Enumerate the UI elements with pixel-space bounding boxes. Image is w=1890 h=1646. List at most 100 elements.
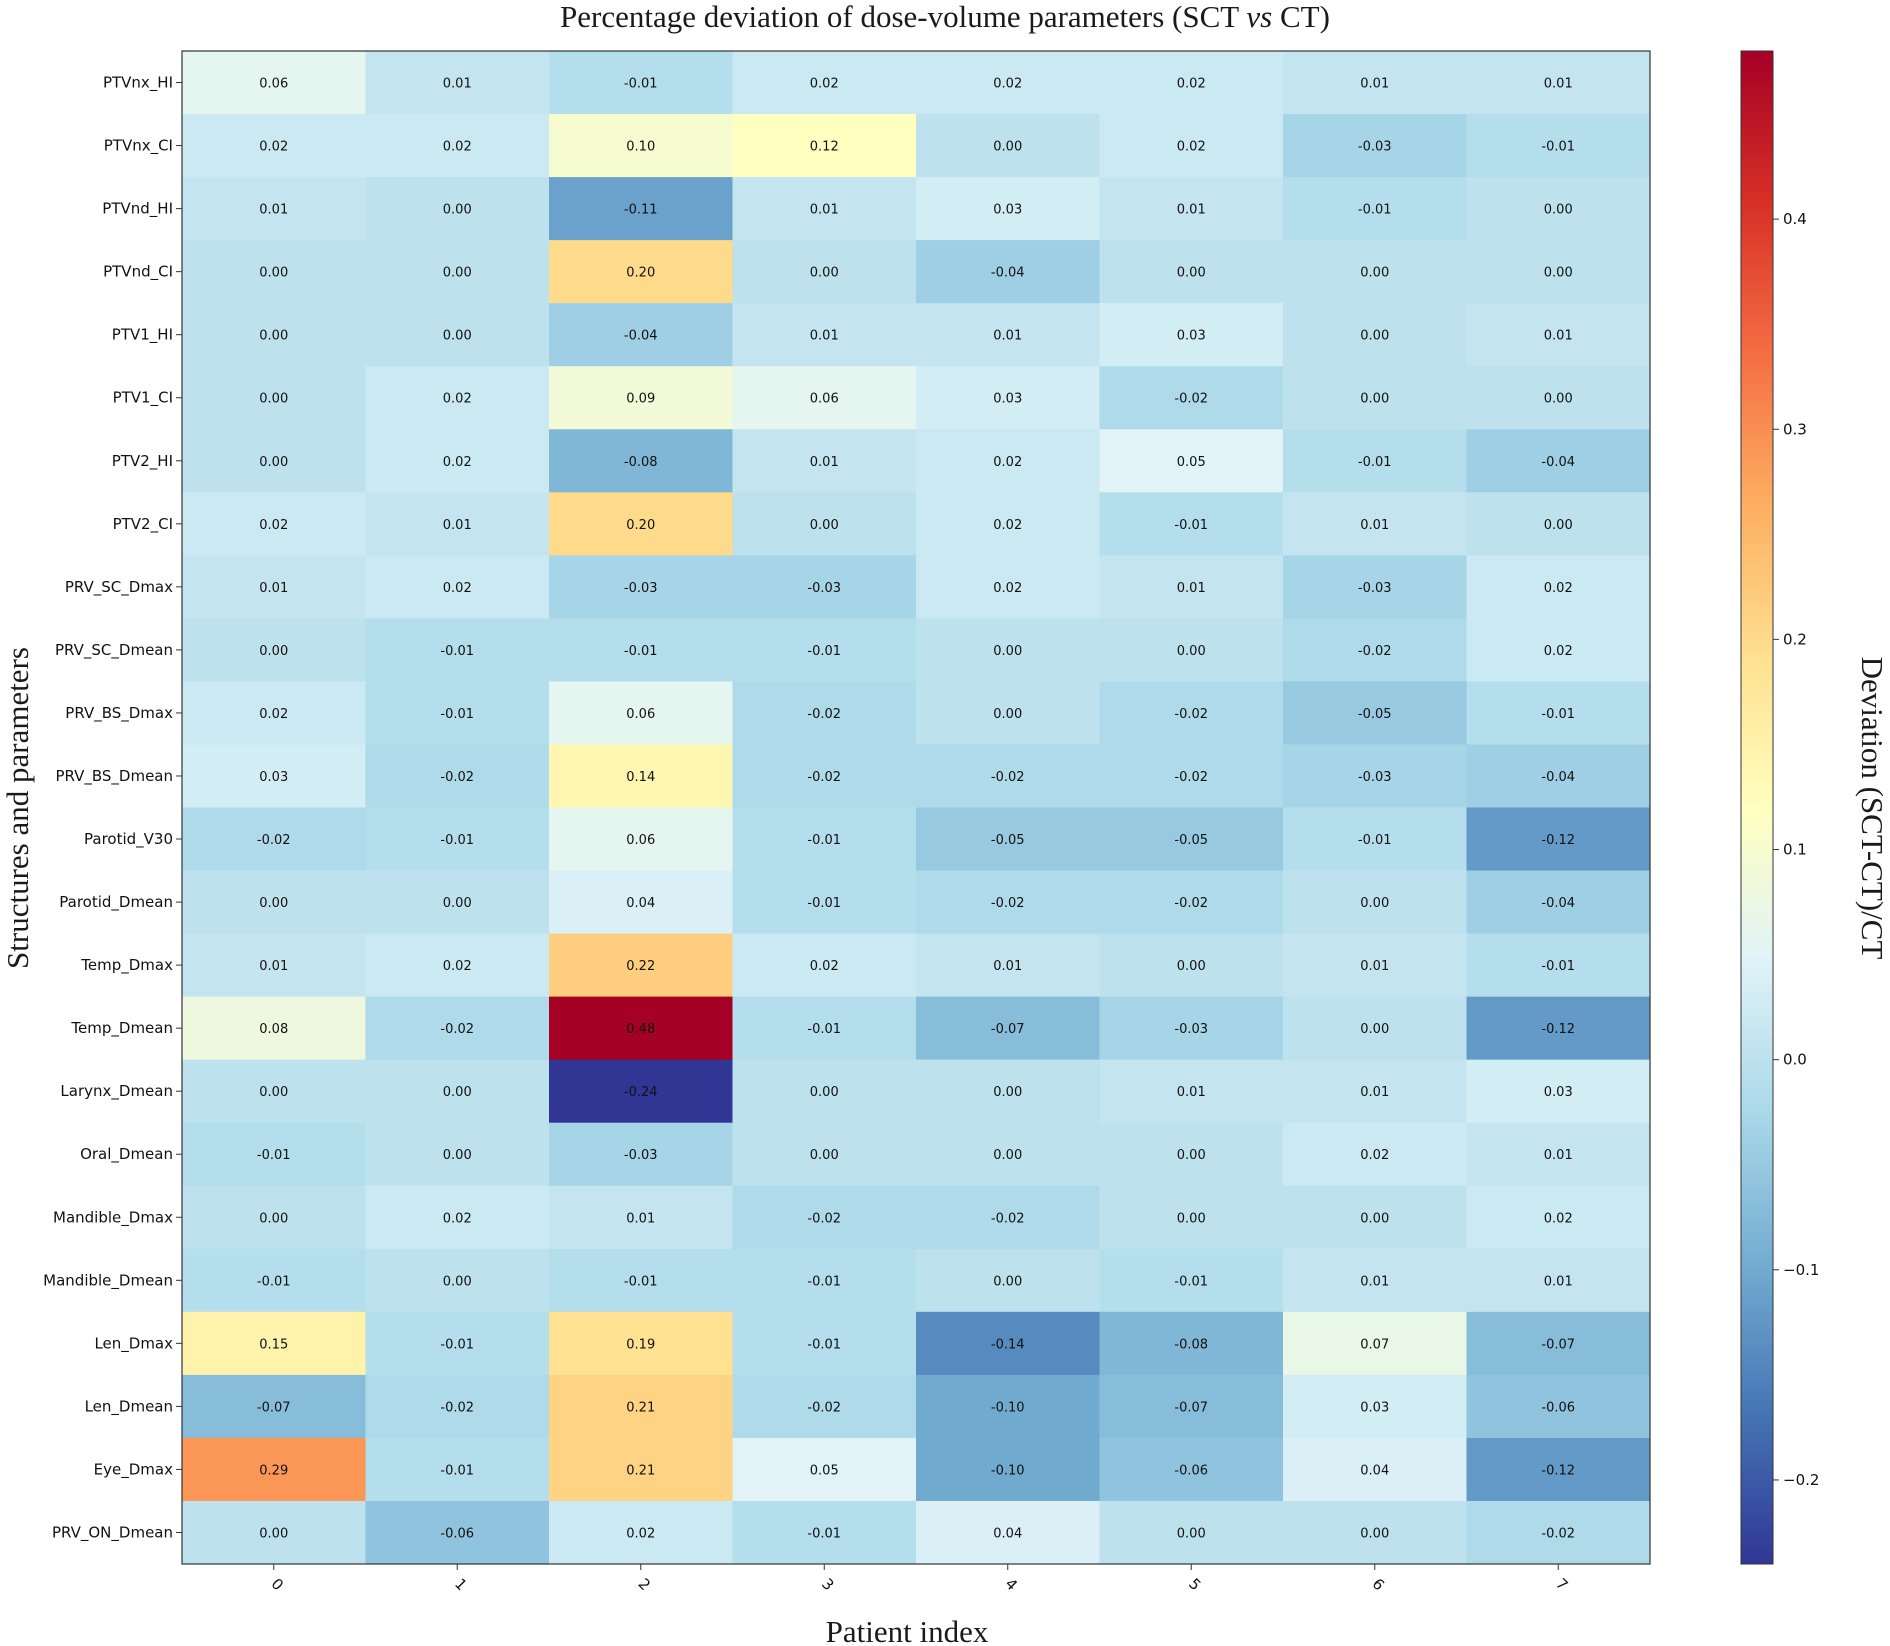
cell-value-label: -0.03 [1358, 770, 1392, 785]
cell-value-label: -0.24 [624, 1085, 658, 1100]
cell-value-label: 0.00 [993, 707, 1022, 722]
cell-value-label: 0.09 [626, 392, 655, 407]
heatmap-cell [1283, 681, 1467, 745]
cell-value-label: -0.01 [807, 1022, 841, 1037]
plot-frame [181, 50, 1651, 1565]
cell-value-label: 0.02 [1360, 1148, 1389, 1163]
heatmap-cell [182, 807, 366, 872]
heatmap-cell [732, 1248, 917, 1313]
cell-value-label: -0.01 [807, 1337, 841, 1352]
cell-value-label: -0.04 [1541, 770, 1575, 785]
heatmap-cell [549, 240, 733, 304]
x-tick-label: 2 [635, 1575, 654, 1594]
heatmap-cell [365, 1059, 550, 1124]
cell-value-label: -0.04 [624, 329, 658, 344]
heatmap-cell [365, 744, 550, 808]
cell-value-label: -0.02 [991, 1211, 1025, 1226]
heatmap-cell [182, 996, 366, 1061]
cell-value-label: 0.00 [1360, 896, 1389, 911]
heatmap-cell [1283, 492, 1467, 556]
cell-value-label: 0.03 [1177, 329, 1206, 344]
heatmap-cell [732, 303, 917, 367]
y-tick-label: PTV1_CI [113, 389, 173, 408]
heatmap-cell [1466, 492, 1651, 556]
heatmap-cell [1283, 177, 1467, 241]
heatmap-cell [732, 1185, 917, 1250]
heatmap-cell [549, 744, 733, 808]
cell-value-label: -0.01 [807, 833, 841, 848]
cell-value-label: 0.01 [443, 518, 472, 533]
heatmap-cell [916, 1500, 1100, 1565]
cell-value-label: 0.01 [993, 329, 1022, 344]
heatmap-cell [1099, 1248, 1284, 1313]
heatmap-cell [1466, 177, 1651, 241]
heatmap-cell [1283, 870, 1467, 935]
heatmap-cell [732, 870, 917, 935]
y-tick-label: PTV2_HI [112, 452, 173, 471]
heatmap-cell [1099, 1059, 1284, 1124]
heatmap-cell [549, 681, 733, 745]
cell-value-label: -0.12 [1541, 833, 1575, 848]
cell-value-label: 0.02 [1544, 644, 1573, 659]
cell-value-label: 0.00 [993, 644, 1022, 659]
heatmap-cell [365, 177, 550, 241]
cell-value-label: -0.02 [1174, 770, 1208, 785]
heatmap-cell [1099, 177, 1284, 241]
heatmap-cell [549, 996, 733, 1061]
cell-value-label: -0.06 [440, 1526, 474, 1541]
colorbar-ticks: −0.2 −0.1 0.0 0.1 0.2 0.3 0.4 [1773, 210, 1819, 1489]
x-axis-ticks: 0 1 2 3 4 5 6 7 [268, 1564, 1572, 1594]
heatmap-cells [182, 51, 1651, 1565]
cell-value-label: 0.00 [259, 392, 288, 407]
y-tick-label: PTVnx_HI [103, 74, 173, 93]
heatmap-cell [1099, 429, 1284, 493]
cell-value-label: 0.03 [1360, 1400, 1389, 1415]
cell-value-label: 0.00 [259, 1526, 288, 1541]
heatmap-cell [182, 1122, 366, 1187]
heatmap-cell [182, 933, 366, 998]
heatmap-cell [1099, 1500, 1284, 1565]
y-tick-label: Parotid_V30 [84, 830, 173, 849]
cell-value-label: -0.02 [440, 770, 474, 785]
heatmap-cell [182, 555, 366, 619]
heatmap-cell [1283, 366, 1467, 430]
heatmap-cell [1283, 1374, 1467, 1439]
y-tick-label: PRV_ON_Dmean [52, 1523, 173, 1542]
cell-value-label: 0.00 [1177, 959, 1206, 974]
heatmap-cell [182, 1059, 366, 1124]
heatmap-cell [182, 429, 366, 493]
heatmap-cell [549, 555, 733, 619]
cell-value-label: -0.05 [1174, 833, 1208, 848]
cell-value-label: -0.02 [257, 833, 291, 848]
cell-value-label: -0.08 [624, 455, 658, 470]
cell-value-label: 0.22 [626, 959, 655, 974]
cell-value-label: 0.00 [259, 455, 288, 470]
cell-value-label: 0.00 [1360, 1211, 1389, 1226]
heatmap-cell [549, 114, 733, 178]
cell-value-label: 0.00 [993, 1085, 1022, 1100]
cell-value-label: 0.02 [443, 140, 472, 155]
y-tick-label: PTVnd_CI [103, 263, 173, 282]
cell-value-label: 0.00 [443, 1085, 472, 1100]
cell-value-label: 0.00 [1360, 266, 1389, 281]
heatmap-cell [1466, 1122, 1651, 1187]
heatmap-cell [365, 492, 550, 556]
cell-value-label: -0.01 [440, 1463, 474, 1478]
heatmap-cell [1466, 555, 1651, 619]
heatmap-cell [732, 807, 917, 872]
cell-value-label: -0.06 [1541, 1400, 1575, 1415]
cell-value-label: 0.02 [626, 1526, 655, 1541]
cell-value-label: 0.10 [626, 140, 655, 155]
cell-value-label: 0.00 [443, 266, 472, 281]
cell-value-label: -0.14 [991, 1337, 1025, 1352]
cell-value-label: 0.00 [443, 896, 472, 911]
cell-value-label: 0.01 [810, 329, 839, 344]
cell-value-label: 0.01 [1360, 518, 1389, 533]
heatmap-cell [1283, 996, 1467, 1061]
heatmap-cell [732, 51, 917, 115]
y-tick-label: Oral_Dmean [80, 1145, 173, 1164]
heatmap-cell [732, 240, 917, 304]
heatmap-cell [549, 618, 733, 682]
cell-value-label: -0.06 [1174, 1463, 1208, 1478]
heatmap-cell [732, 555, 917, 619]
